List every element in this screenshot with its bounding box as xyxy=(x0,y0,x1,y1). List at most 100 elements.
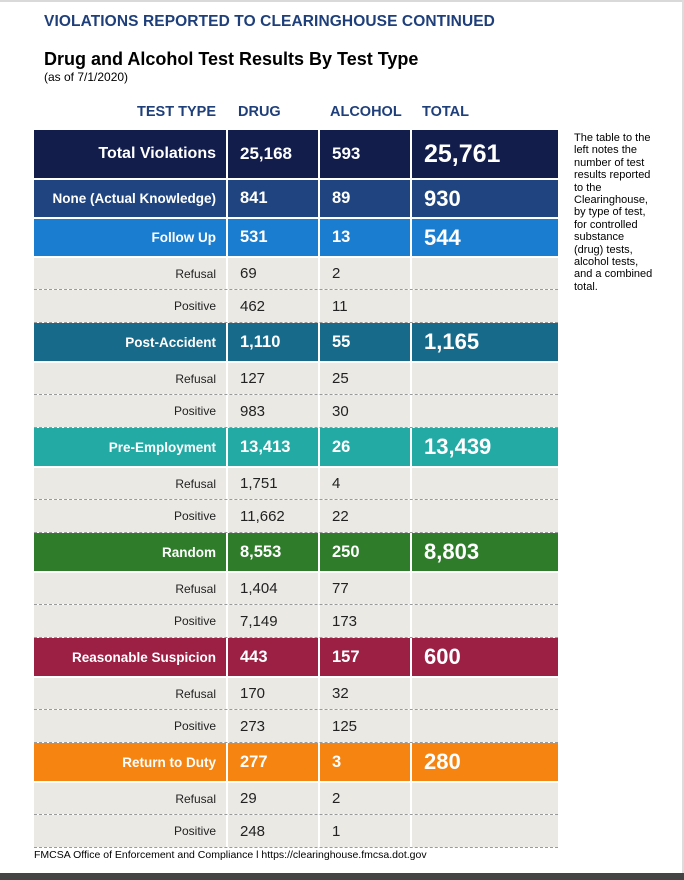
detail-row: Refusal 127 25 xyxy=(34,363,558,395)
side-note: The table to the left notes the number o… xyxy=(574,132,653,293)
alcohol-cell: 173 xyxy=(318,605,410,637)
drug-cell: 983 xyxy=(226,395,318,427)
drug-cell: 1,404 xyxy=(226,573,318,604)
total-cell: 930 xyxy=(410,180,558,217)
detail-row: Refusal 29 2 xyxy=(34,783,558,815)
drug-cell: 248 xyxy=(226,815,318,847)
category-row: Follow Up 531 13 544 xyxy=(34,219,558,258)
test-type-cell: Positive xyxy=(34,710,226,742)
category-row: Reasonable Suspicion 443 157 600 xyxy=(34,638,558,678)
category-row: Post-Accident 1,110 55 1,165 xyxy=(34,323,558,363)
total-cell: 544 xyxy=(410,219,558,256)
test-type-cell: Positive xyxy=(34,290,226,322)
detail-row: Refusal 1,404 77 xyxy=(34,573,558,605)
alcohol-cell: 250 xyxy=(318,533,410,571)
alcohol-cell: 32 xyxy=(318,678,410,709)
alcohol-cell: 125 xyxy=(318,710,410,742)
total-cell xyxy=(410,258,558,289)
column-header-total: TOTAL xyxy=(422,104,469,120)
total-cell xyxy=(410,783,558,814)
total-cell: 280 xyxy=(410,743,558,781)
category-row: Random 8,553 250 8,803 xyxy=(34,533,558,573)
drug-cell: 841 xyxy=(226,180,318,217)
alcohol-cell: 593 xyxy=(318,130,410,178)
total-cell xyxy=(410,363,558,394)
alcohol-cell: 22 xyxy=(318,500,410,532)
alcohol-cell: 30 xyxy=(318,395,410,427)
detail-row: Positive 273 125 xyxy=(34,710,558,743)
drug-cell: 462 xyxy=(226,290,318,322)
page-title: Drug and Alcohol Test Results By Test Ty… xyxy=(44,49,419,69)
test-type-cell: Refusal xyxy=(34,363,226,394)
alcohol-cell: 4 xyxy=(318,468,410,499)
test-type-cell: Post-Accident xyxy=(34,323,226,361)
alcohol-cell: 25 xyxy=(318,363,410,394)
test-type-cell: Positive xyxy=(34,500,226,532)
detail-row: Positive 462 11 xyxy=(34,290,558,323)
alcohol-cell: 11 xyxy=(318,290,410,322)
drug-cell: 13,413 xyxy=(226,428,318,466)
total-cell: 13,439 xyxy=(410,428,558,466)
total-cell xyxy=(410,710,558,742)
detail-row: Positive 11,662 22 xyxy=(34,500,558,533)
results-table: Total Violations 25,168 593 25,761 None (Act… xyxy=(34,130,558,848)
category-row: Total Violations 25,168 593 25,761 xyxy=(34,130,558,180)
test-type-cell: Refusal xyxy=(34,468,226,499)
detail-row: Refusal 1,751 4 xyxy=(34,468,558,500)
test-type-cell: Positive xyxy=(34,395,226,427)
test-type-cell: Positive xyxy=(34,605,226,637)
test-type-cell: Positive xyxy=(34,815,226,847)
total-cell: 1,165 xyxy=(410,323,558,361)
drug-cell: 29 xyxy=(226,783,318,814)
drug-cell: 1,751 xyxy=(226,468,318,499)
test-type-cell: Random xyxy=(34,533,226,571)
drug-cell: 273 xyxy=(226,710,318,742)
test-type-cell: Pre-Employment xyxy=(34,428,226,466)
test-type-cell: Refusal xyxy=(34,783,226,814)
alcohol-cell: 2 xyxy=(318,258,410,289)
alcohol-cell: 89 xyxy=(318,180,410,217)
right-rule xyxy=(682,0,684,880)
drug-cell: 1,110 xyxy=(226,323,318,361)
test-type-cell: Refusal xyxy=(34,678,226,709)
test-type-cell: Total Violations xyxy=(34,130,226,178)
total-cell: 600 xyxy=(410,638,558,676)
total-cell xyxy=(410,605,558,637)
test-type-cell: None (Actual Knowledge) xyxy=(34,180,226,217)
detail-row: Refusal 69 2 xyxy=(34,258,558,290)
alcohol-cell: 2 xyxy=(318,783,410,814)
category-row: Pre-Employment 13,413 26 13,439 xyxy=(34,428,558,468)
test-type-cell: Refusal xyxy=(34,258,226,289)
drug-cell: 8,553 xyxy=(226,533,318,571)
total-cell xyxy=(410,500,558,532)
total-cell xyxy=(410,290,558,322)
total-cell xyxy=(410,573,558,604)
detail-row: Positive 248 1 xyxy=(34,815,558,848)
column-header-drug: DRUG xyxy=(238,104,281,120)
total-cell: 25,761 xyxy=(410,130,558,178)
section-title: VIOLATIONS REPORTED TO CLEARINGHOUSE CON… xyxy=(44,13,495,30)
test-type-cell: Reasonable Suspicion xyxy=(34,638,226,676)
alcohol-cell: 13 xyxy=(318,219,410,256)
top-rule xyxy=(0,0,684,2)
category-row: Return to Duty 277 3 280 xyxy=(34,743,558,783)
drug-cell: 7,149 xyxy=(226,605,318,637)
test-type-cell: Return to Duty xyxy=(34,743,226,781)
drug-cell: 25,168 xyxy=(226,130,318,178)
drug-cell: 443 xyxy=(226,638,318,676)
alcohol-cell: 26 xyxy=(318,428,410,466)
alcohol-cell: 1 xyxy=(318,815,410,847)
drug-cell: 531 xyxy=(226,219,318,256)
drug-cell: 127 xyxy=(226,363,318,394)
drug-cell: 69 xyxy=(226,258,318,289)
alcohol-cell: 55 xyxy=(318,323,410,361)
drug-cell: 11,662 xyxy=(226,500,318,532)
detail-row: Refusal 170 32 xyxy=(34,678,558,710)
total-cell xyxy=(410,678,558,709)
drug-cell: 277 xyxy=(226,743,318,781)
category-row: None (Actual Knowledge) 841 89 930 xyxy=(34,180,558,219)
detail-row: Positive 7,149 173 xyxy=(34,605,558,638)
alcohol-cell: 77 xyxy=(318,573,410,604)
total-cell: 8,803 xyxy=(410,533,558,571)
total-cell xyxy=(410,395,558,427)
